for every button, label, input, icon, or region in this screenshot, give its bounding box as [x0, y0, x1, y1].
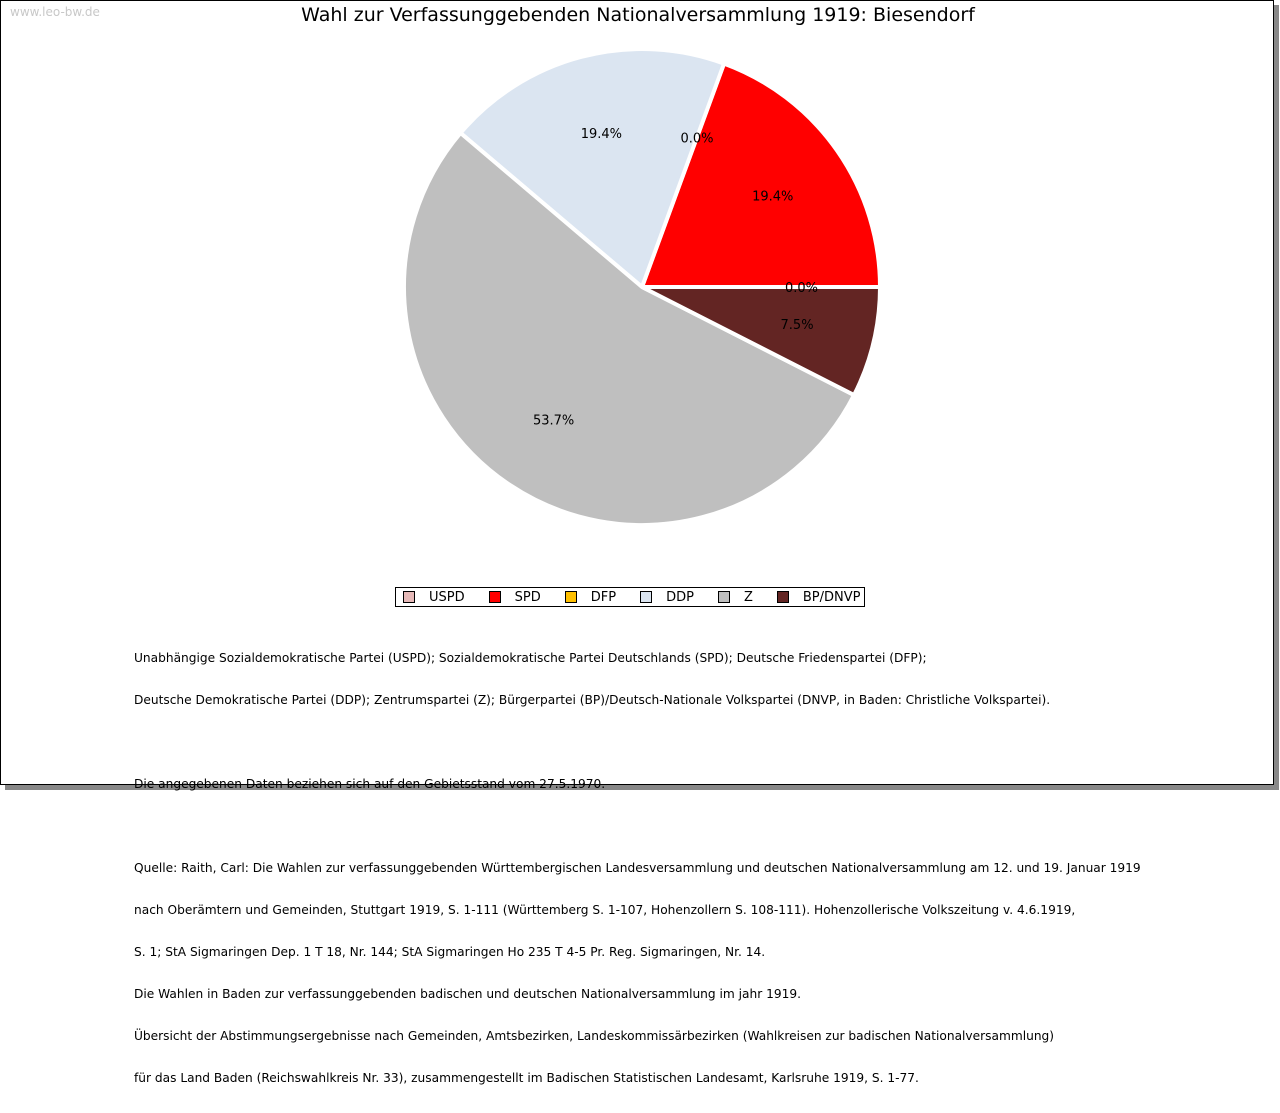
legend-swatch: [403, 591, 415, 603]
note-source-4: Die Wahlen in Baden zur verfassunggebend…: [134, 987, 801, 1001]
legend-label: DDP: [666, 589, 694, 605]
slice-label-bp-dnvp: 7.5%: [781, 318, 814, 333]
legend-item-ddp: DDP: [640, 590, 694, 605]
slice-label-dfp: 0.0%: [680, 131, 713, 146]
chart-title: Wahl zur Verfassunggebenden Nationalvers…: [301, 4, 975, 26]
slice-label-ddp: 19.4%: [581, 127, 622, 142]
slice-label-spd: 19.4%: [752, 190, 793, 205]
pie-chart: 0.0% 19.4% 0.0% 19.4% 53.7% 7.5%: [402, 47, 883, 527]
note-source-1: Quelle: Raith, Carl: Die Wahlen zur verf…: [134, 861, 1141, 875]
watermark: www.leo-bw.de: [10, 5, 100, 19]
legend-label: DFP: [590, 589, 617, 605]
legend-swatch: [776, 591, 789, 603]
legend-item-dfp: DFP: [564, 589, 617, 605]
footnotes: Unabhängige Sozialdemokratische Partei (…: [134, 623, 1141, 1113]
legend-item-spd: SPD: [488, 589, 541, 605]
pie-slice-spd: [639, 61, 883, 289]
pie-slice-bp-dnvp: [641, 285, 883, 398]
chart-frame: www.leo-bw.de Wahl zur Verfassunggebende…: [0, 0, 1274, 1085]
legend-swatch: [564, 591, 577, 603]
note-territory: Die angegebenen Daten beziehen sich auf …: [134, 777, 606, 791]
slice-label-z: 53.7%: [533, 414, 574, 429]
legend-label: SPD: [514, 589, 541, 605]
note-parties-2: Deutsche Demokratische Partei (DDP); Zen…: [134, 693, 1051, 707]
pie-slice-ddp: [457, 47, 727, 291]
note-source-5: Übersicht der Abstimmungsergebnisse nach…: [134, 1029, 1055, 1043]
legend-label: USPD: [429, 589, 465, 605]
legend: USPD SPD DFP DDP Z BP/DNVP: [395, 587, 865, 607]
legend-swatch: [717, 591, 730, 603]
legend-swatch: [640, 591, 653, 603]
legend-swatch: [488, 591, 501, 603]
slice-label-uspd: 0.0%: [785, 281, 818, 296]
pie-slice-z: [402, 130, 857, 527]
legend-item-z: Z: [717, 589, 753, 605]
note-source-2: nach Oberämtern und Gemeinden, Stuttgart…: [134, 903, 1076, 917]
legend-item-bp-dnvp: BP/DNVP: [776, 589, 861, 605]
legend-label: BP/DNVP: [802, 589, 861, 605]
note-source-3: S. 1; StA Sigmaringen Dep. 1 T 18, Nr. 1…: [134, 945, 766, 959]
note-source-6: für das Land Baden (Reichswahlkreis Nr. …: [134, 1071, 919, 1085]
legend-item-uspd: USPD: [403, 590, 465, 605]
legend-label: Z: [743, 589, 753, 605]
note-parties-1: Unabhängige Sozialdemokratische Partei (…: [134, 651, 927, 665]
